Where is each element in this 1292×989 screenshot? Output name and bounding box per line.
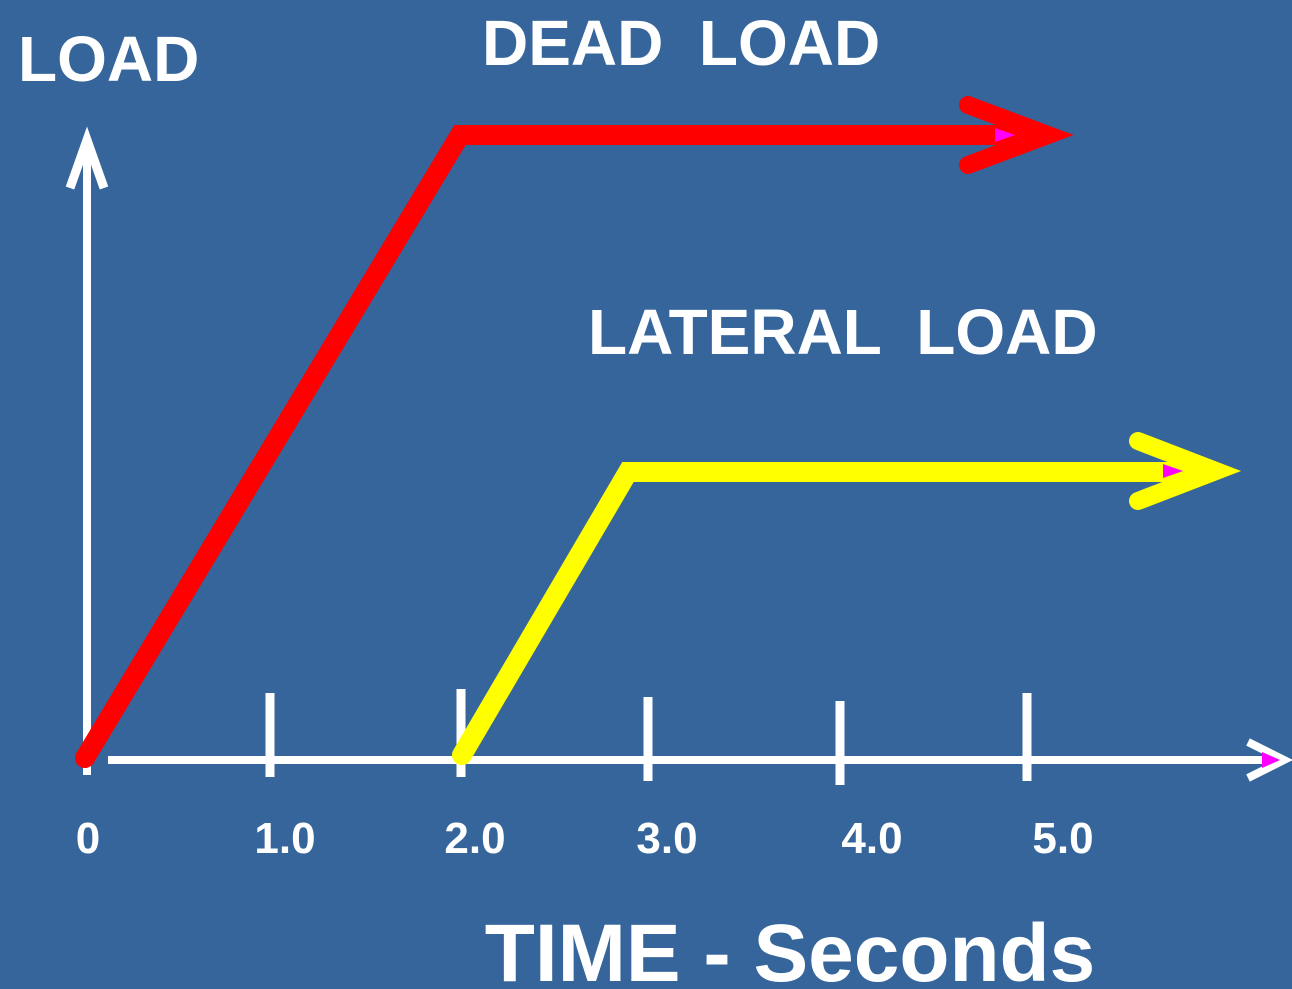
x-axis-arrow-tip — [1262, 752, 1280, 768]
dead-load-curve — [75, 125, 1050, 768]
x-tick-label: 4.0 — [841, 814, 902, 863]
curve-label: DEAD LOAD — [482, 7, 880, 79]
y-axis-arrow — [65, 126, 109, 190]
dead-load-arrow-tip — [995, 128, 1015, 142]
x-tick-label: 3.0 — [636, 814, 697, 863]
curve-label: LATERAL LOAD — [588, 296, 1098, 368]
x-tick-label: 5.0 — [1032, 814, 1093, 863]
lateral-load-curve — [452, 462, 1215, 765]
x-tick-label: 0 — [76, 814, 100, 863]
x-axis-label: TIME - Seconds — [485, 908, 1096, 989]
lateral-load-arrow-tip — [1163, 464, 1183, 478]
lateral-load-arrow — [1129, 432, 1242, 510]
x-tick-label: 2.0 — [444, 814, 505, 863]
x-tick-labels: 0 1.0 2.0 3.0 4.0 5.0 — [76, 814, 1094, 863]
x-axis-arrow — [1246, 738, 1292, 782]
x-tick-label: 1.0 — [254, 814, 315, 863]
y-axis-label: LOAD — [18, 23, 199, 95]
dead-load-arrow — [959, 96, 1074, 174]
